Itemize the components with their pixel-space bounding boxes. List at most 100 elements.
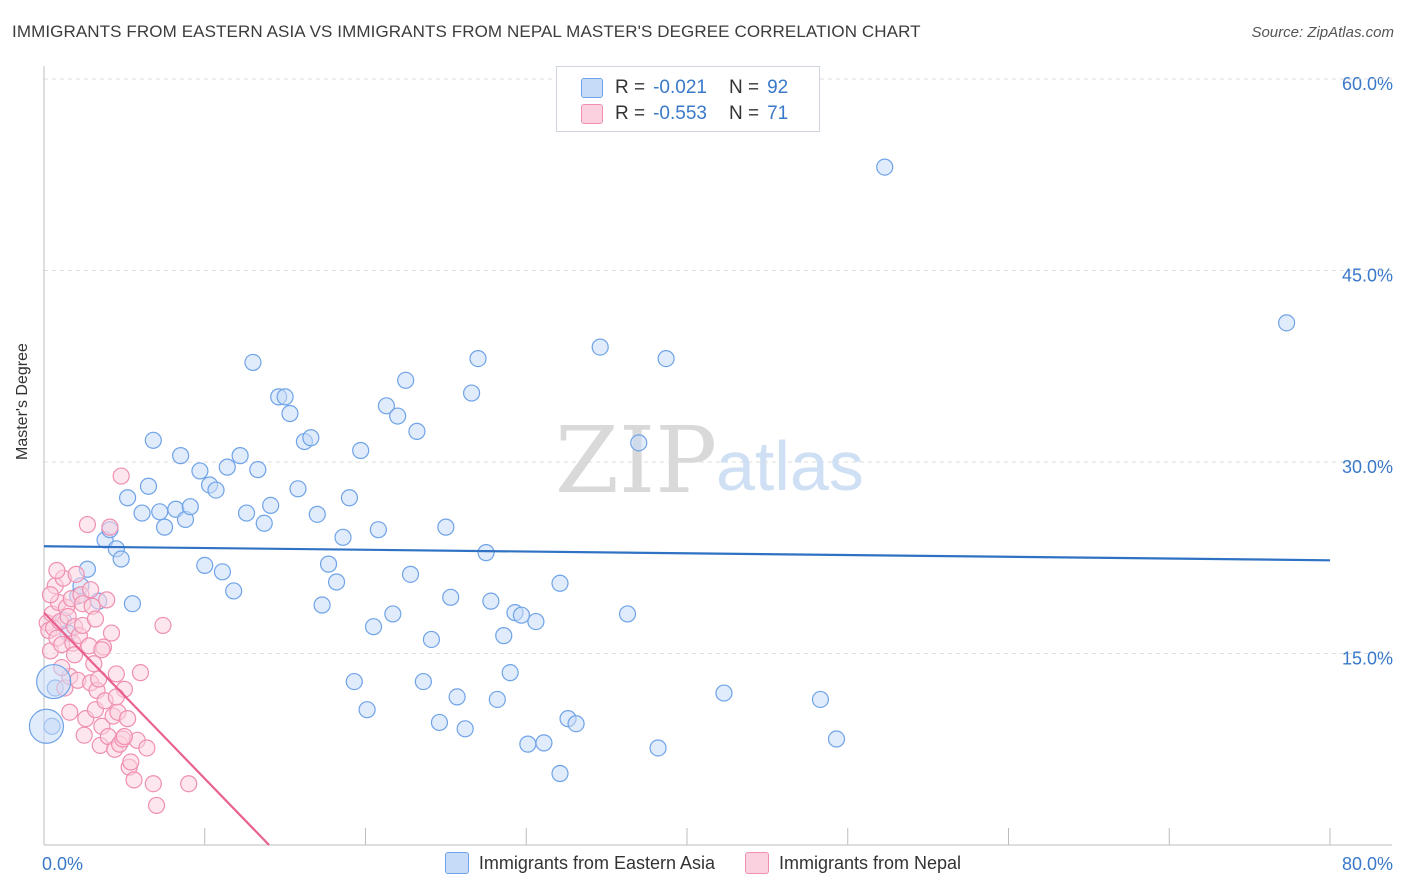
y-tick-label: 15.0% [1342, 649, 1393, 669]
data-point-eastern-asia [591, 338, 609, 356]
data-point-eastern-asia [437, 518, 455, 536]
legend-label: Immigrants from Eastern Asia [478, 852, 715, 873]
data-point-nepal [107, 665, 125, 683]
data-point-eastern-asia [495, 627, 513, 645]
data-point-eastern-asia [551, 764, 569, 783]
data-point-eastern-asia [567, 715, 585, 733]
trend-line-nepal [43, 611, 270, 846]
data-point-nepal [147, 796, 166, 815]
data-point-nepal [102, 624, 121, 642]
stats-row-nepal: R = -0.553 N = 71 [581, 101, 788, 127]
x-tick-label-max: 80.0% [1342, 854, 1393, 874]
data-point-eastern-asia [715, 684, 733, 702]
data-point-nepal [61, 703, 79, 721]
source-label: Source: ZipAtlas.com [1251, 24, 1394, 41]
data-point-eastern-asia [512, 606, 531, 624]
stats-r-label: R = [615, 77, 646, 98]
data-point-eastern-asia [144, 431, 162, 449]
stats-n-value: 92 [767, 77, 789, 98]
data-point-nepal [86, 610, 105, 628]
data-point-eastern-asia [488, 690, 506, 709]
data-point-eastern-asia [618, 605, 637, 623]
data-point-eastern-asia [319, 555, 338, 573]
data-point-eastern-asia [501, 664, 519, 682]
data-point-eastern-asia [249, 461, 267, 479]
data-point-eastern-asia [172, 447, 190, 465]
data-point-eastern-asia [237, 504, 256, 522]
data-point-eastern-asia [334, 528, 352, 546]
chart-title: IMMIGRANTS FROM EASTERN ASIA VS IMMIGRAN… [12, 22, 921, 41]
data-point-nepal [67, 565, 85, 583]
data-point-eastern-asia [139, 477, 158, 495]
y-tick-label: 45.0% [1342, 266, 1393, 286]
data-point-eastern-asia [289, 480, 307, 498]
data-point-eastern-asia [482, 592, 500, 610]
data-point-eastern-asia [225, 582, 243, 600]
data-point-eastern-asia [377, 397, 395, 415]
data-point-nepal [131, 664, 150, 682]
data-point-eastern-asia [196, 556, 214, 575]
stats-box: R = -0.021 N = 92 R = -0.553 N = 71 [556, 66, 820, 132]
data-point-nepal [78, 515, 97, 534]
data-point-eastern-asia [276, 388, 294, 406]
stats-r-label: R = [615, 103, 646, 124]
data-point-eastern-asia [262, 496, 280, 515]
data-point-eastern-asia [469, 349, 487, 368]
legend-swatch-eastern-asia [444, 852, 469, 874]
data-point-nepal [118, 710, 137, 728]
x-tick-label-min: 0.0% [42, 854, 83, 874]
data-point-nepal [90, 670, 108, 688]
data-point-eastern-asia [551, 574, 569, 592]
data-point-nepal [107, 688, 125, 706]
data-point-eastern-asia [876, 158, 894, 176]
legend-item-eastern-asia[interactable]: Immigrants from Eastern Asia [444, 852, 715, 874]
legend: Immigrants from Eastern Asia Immigrants … [0, 852, 1406, 874]
data-point-eastern-asia [340, 489, 359, 507]
data-point-nepal [144, 775, 162, 793]
data-point-eastern-asia [327, 573, 346, 591]
data-point-eastern-asia [811, 690, 830, 709]
data-point-eastern-asia [155, 518, 174, 536]
stats-row-eastern-asia: R = -0.021 N = 92 [581, 75, 788, 101]
stats-r-value: -0.021 [653, 77, 707, 98]
data-point-eastern-asia [401, 565, 420, 583]
data-point-eastern-asia [358, 701, 376, 719]
stats-swatch-nepal [581, 104, 603, 124]
data-point-eastern-asia [244, 353, 262, 372]
stats-n-label: N = [728, 77, 760, 98]
trend-line-eastern-asia [43, 545, 1331, 562]
data-point-nepal [65, 646, 84, 664]
data-point-eastern-asia [462, 384, 481, 402]
stats-n-value: 71 [767, 103, 789, 124]
data-point-eastern-asia [151, 503, 169, 521]
data-point-eastern-asia [369, 521, 387, 539]
data-point-eastern-asia [345, 672, 363, 691]
data-point-large [36, 663, 72, 700]
data-point-nepal [98, 591, 116, 609]
data-point-eastern-asia [133, 504, 151, 522]
data-point-eastern-asia [231, 447, 249, 465]
data-point-eastern-asia [456, 720, 474, 738]
stats-n-label: N = [728, 103, 760, 124]
data-point-eastern-asia [123, 595, 142, 613]
data-point-eastern-asia [1277, 314, 1296, 332]
data-point-eastern-asia [389, 407, 407, 425]
data-point-eastern-asia [422, 630, 441, 649]
watermark-zip: ZIP [555, 407, 717, 514]
data-point-nepal [41, 586, 60, 604]
data-point-eastern-asia [430, 713, 449, 732]
data-point-eastern-asia [181, 498, 199, 516]
data-point-large [28, 708, 65, 744]
data-point-eastern-asia [649, 739, 667, 757]
data-point-eastern-asia [118, 489, 137, 507]
data-point-nepal [122, 753, 140, 771]
y-tick-label: 60.0% [1342, 74, 1393, 94]
legend-item-nepal[interactable]: Immigrants from Nepal [745, 852, 961, 874]
data-point-eastern-asia [535, 734, 553, 752]
data-point-nepal [115, 727, 133, 746]
data-point-eastern-asia [364, 618, 383, 636]
data-point-eastern-asia [527, 612, 545, 631]
data-point-eastern-asia [352, 441, 370, 460]
data-point-eastern-asia [477, 544, 495, 562]
data-point-eastern-asia [408, 422, 426, 440]
